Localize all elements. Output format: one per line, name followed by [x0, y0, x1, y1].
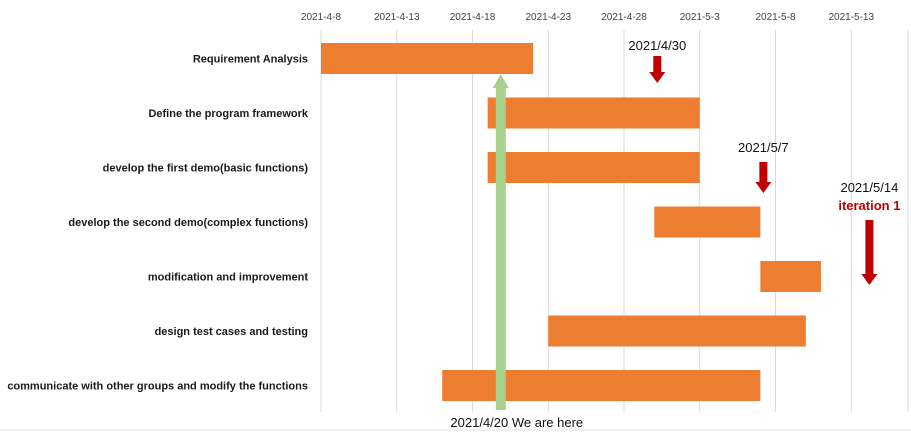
task-bar [321, 43, 534, 74]
x-tick-label: 2021-4-13 [374, 12, 420, 23]
milestone-arrowhead [649, 72, 666, 83]
x-tick-label: 2021-4-23 [525, 12, 571, 23]
task-bar [442, 370, 761, 401]
task-label: communicate with other groups and modify… [7, 381, 308, 393]
task-bar [654, 206, 761, 238]
x-tick-label: 2021-4-8 [301, 12, 341, 23]
task-bar [760, 261, 821, 292]
milestone-arrow-shaft [759, 162, 768, 183]
task-label: modification and improvement [148, 272, 308, 284]
task-label: design test cases and testing [155, 326, 308, 338]
milestone-arrowhead [861, 274, 878, 285]
current-date-label: 2021/4/20 We are here [450, 415, 583, 430]
task-label: develop the first demo(basic functions) [103, 163, 309, 175]
milestone-arrow-shaft [653, 56, 662, 73]
x-tick-label: 2021-4-18 [450, 12, 496, 23]
task-label: develop the second demo(complex function… [68, 217, 308, 229]
milestone-date-label: 2021/5/7 [738, 140, 789, 155]
task-bar [548, 315, 806, 347]
x-tick-label: 2021-5-8 [755, 12, 795, 23]
current-date-arrowhead [492, 74, 509, 88]
milestone-date-label: 2021/4/30 [628, 38, 686, 53]
milestone-date-label: 2021/5/14 [840, 180, 898, 195]
task-label: Define the program framework [148, 108, 308, 120]
milestone-arrowhead [755, 182, 772, 193]
x-tick-label: 2021-5-3 [680, 12, 720, 23]
x-tick-label: 2021-4-28 [601, 12, 647, 23]
task-bar [487, 97, 700, 129]
current-date-bar [495, 86, 506, 410]
task-label: Requirement Analysis [193, 54, 308, 66]
milestone-note: iteration 1 [838, 198, 900, 213]
x-tick-label: 2021-5-13 [828, 12, 874, 23]
milestone-arrow-shaft [865, 220, 874, 275]
task-bar [487, 152, 700, 183]
